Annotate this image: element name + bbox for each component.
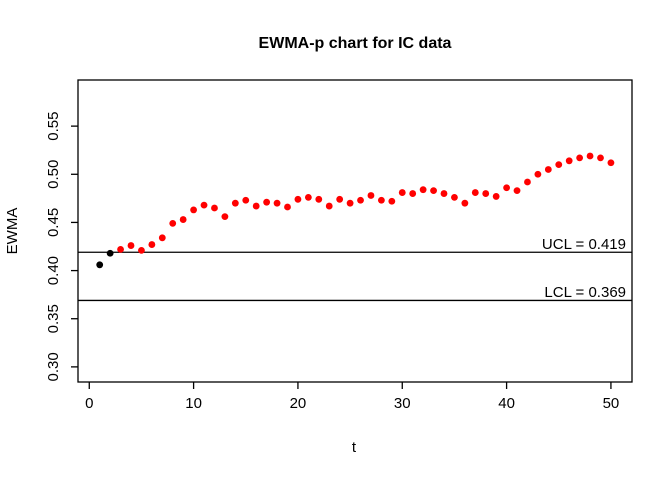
data-point: [231, 199, 239, 207]
x-axis-tick-label: 50: [603, 395, 620, 412]
data-point: [544, 166, 552, 173]
data-point: [576, 154, 584, 162]
chart-title: EWMA-p chart for IC data: [259, 35, 452, 52]
y-axis-tick-label: 0.45: [45, 208, 62, 237]
data-point: [221, 213, 229, 221]
data-point: [534, 170, 542, 178]
ucl-label: UCL = 0.419: [542, 236, 626, 253]
plot-area: 0 10 20 30 40 50 0.30 0.35 0.40 0.45 0.50 0.55: [45, 79, 633, 412]
plot-border: [77, 79, 633, 383]
data-point: [127, 242, 135, 249]
data-point: [524, 178, 531, 186]
data-point: [106, 249, 114, 257]
data-point: [419, 186, 427, 194]
y-axis-tick-label: 0.30: [45, 352, 62, 381]
data-point: [148, 241, 156, 248]
data-point: [461, 199, 469, 207]
x-axis-tick-label: 10: [185, 395, 202, 412]
data-point: [190, 206, 197, 214]
data-point: [377, 196, 385, 204]
data-point: [471, 189, 479, 196]
data-point: [367, 192, 375, 199]
data-point: [169, 219, 177, 227]
y-axis-tick-label: 0.55: [45, 112, 62, 141]
data-point: [440, 190, 448, 197]
data-point: [304, 193, 312, 201]
data-point: [357, 196, 364, 204]
data-point: [211, 204, 218, 212]
x-axis-tick-label: 40: [498, 395, 515, 412]
data-point: [315, 195, 323, 203]
data-point: [555, 161, 563, 169]
x-axis-title: t: [352, 439, 357, 456]
data-point: [294, 195, 302, 203]
x-axis-tick-label: 20: [290, 395, 307, 412]
data-point: [138, 246, 145, 254]
data-point: [513, 187, 521, 195]
data-point: [492, 193, 500, 200]
data-point: [242, 196, 250, 204]
data-point: [158, 234, 166, 242]
data-point: [325, 202, 333, 210]
data-point: [398, 189, 406, 196]
data-point: [273, 199, 281, 207]
data-point: [284, 203, 291, 211]
data-point: [586, 152, 594, 160]
data-point: [409, 190, 417, 197]
data-point: [388, 197, 396, 205]
data-point: [482, 190, 490, 197]
data-point: [263, 198, 271, 206]
lcl-label: LCL = 0.369: [544, 284, 626, 301]
data-point: [346, 199, 354, 207]
data-point: [336, 195, 344, 203]
data-point: [607, 159, 615, 167]
x-axis-tick-label: 0: [85, 395, 93, 412]
data-point: [503, 184, 510, 192]
data-point: [179, 216, 187, 223]
y-axis-title: EWMA: [4, 208, 21, 255]
y-axis-tick-label: 0.35: [45, 304, 62, 333]
data-point: [597, 154, 604, 162]
data-point: [200, 201, 208, 209]
data-point: [565, 157, 573, 165]
data-point: [430, 187, 437, 195]
data-point: [451, 193, 458, 201]
data-point: [96, 261, 104, 269]
data-point: [252, 202, 260, 210]
y-axis-tick-label: 0.50: [45, 160, 62, 189]
x-axis-tick-label: 30: [394, 395, 411, 412]
data-point: [117, 245, 124, 253]
y-axis-tick-label: 0.40: [45, 256, 62, 285]
